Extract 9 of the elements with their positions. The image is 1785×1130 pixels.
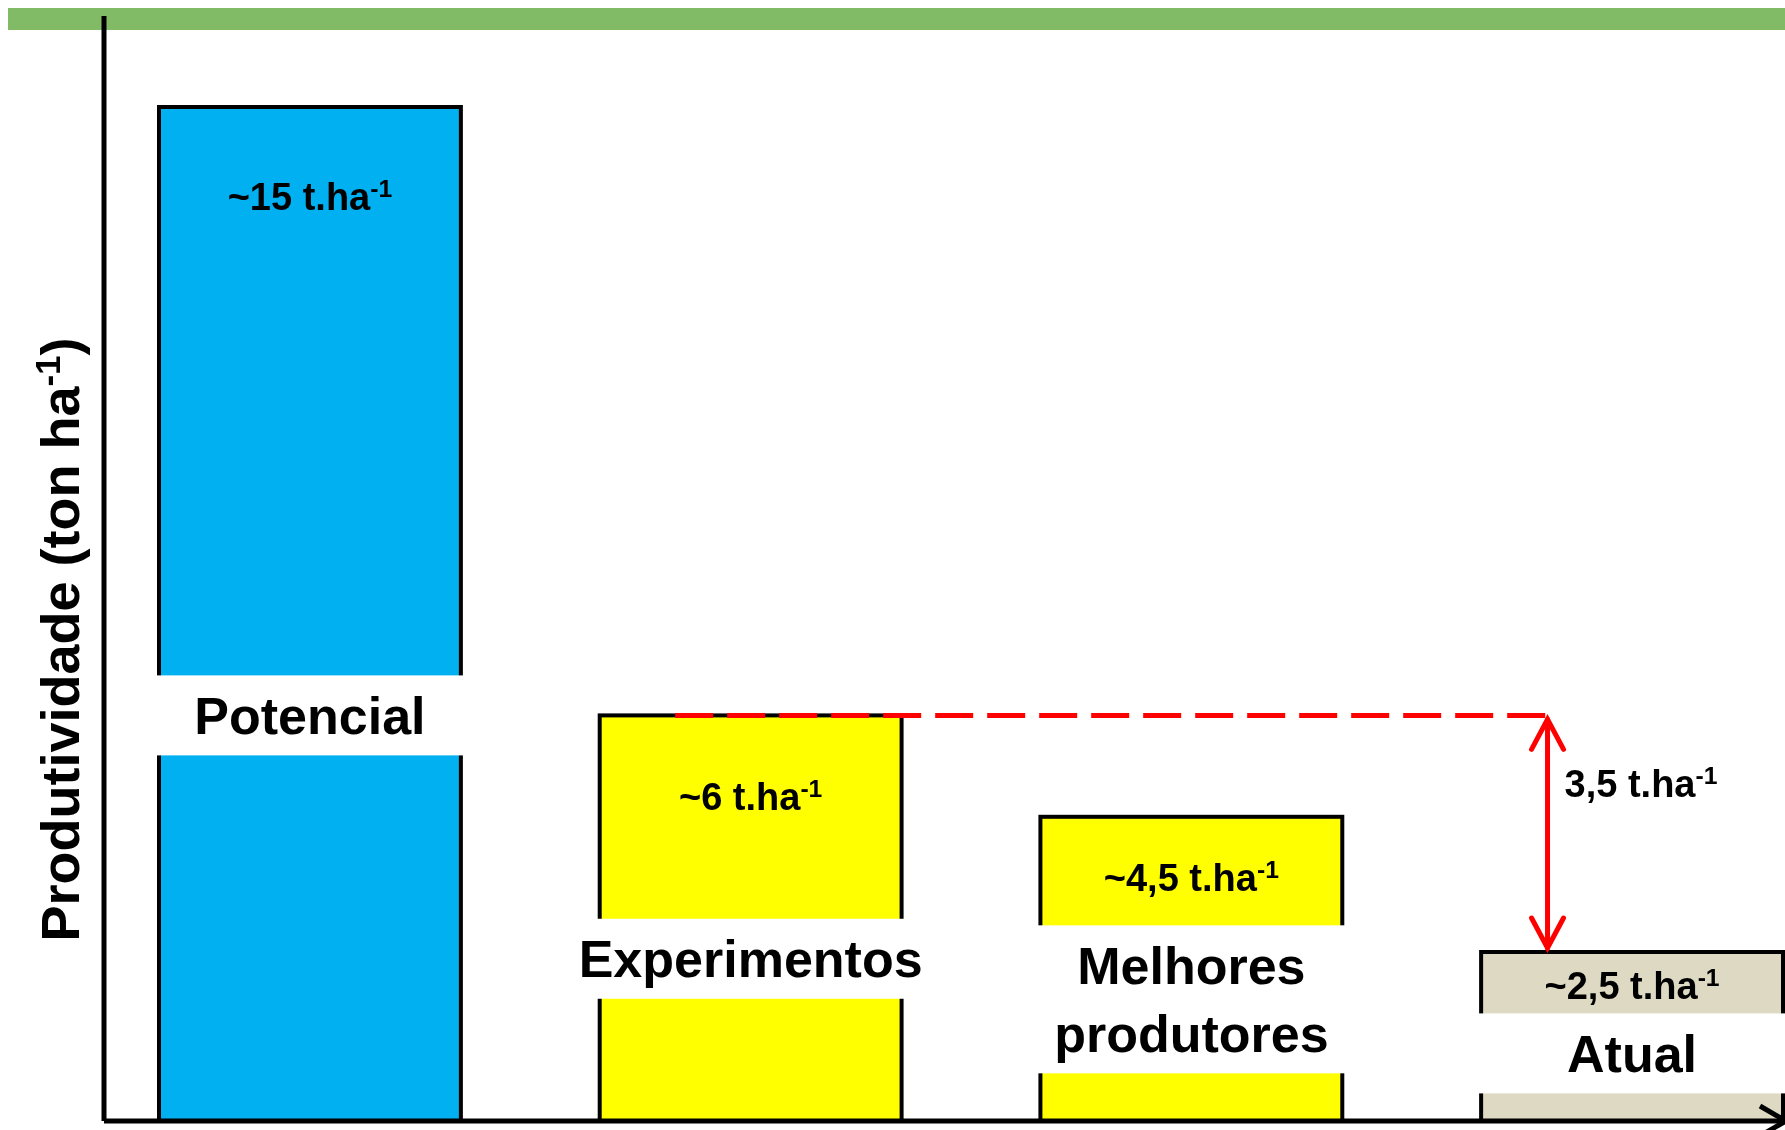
x-tick-label: Atual (1567, 1024, 1698, 1083)
data-label: ~2,5 t.ha$^{-1}$ (1544, 963, 1720, 1008)
data-label: ~15 t.ha$^{-1}$ (227, 174, 393, 219)
x-tick-label: Potencial (194, 686, 426, 745)
data-label: ~6 t.ha$^{-1}$ (678, 774, 823, 818)
x-tick-label: Experimentos (578, 929, 923, 988)
x-tick-label: Melhores produtores (1054, 936, 1329, 1063)
data-label: ~4,5 t.ha$^{-1}$ (1103, 855, 1280, 899)
annotation: 3,5 t.ha$^{-1}$ (1564, 761, 1718, 805)
